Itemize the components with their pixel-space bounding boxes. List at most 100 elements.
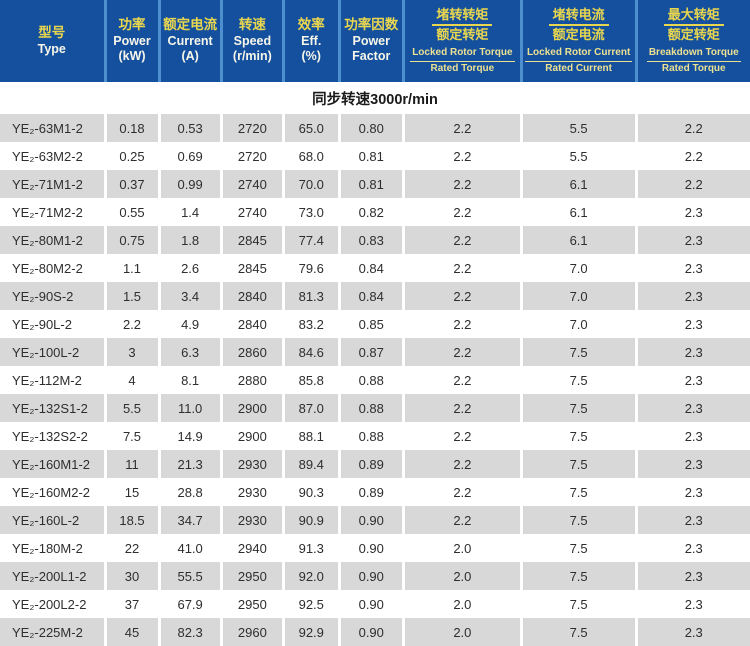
value-cell: 5.5 xyxy=(106,394,161,422)
col-header-speed-en: Speed xyxy=(233,33,272,48)
model-cell: YE₂-63M2-2 xyxy=(0,142,107,170)
value-cell: 7.5 xyxy=(522,450,638,478)
value-cell: 2.2 xyxy=(405,506,523,534)
value-cell: 2930 xyxy=(222,478,285,506)
value-cell: 2.2 xyxy=(405,338,523,366)
value-cell: 2.0 xyxy=(405,618,523,646)
table-row: YE₂-132S2-2 7.5 14.9 2900 88.1 0.88 2.2 7.5 2.3 xyxy=(0,422,750,450)
value-cell: 0.69 xyxy=(160,142,223,170)
value-cell: 2.2 xyxy=(405,478,523,506)
value-cell: 3.4 xyxy=(160,282,223,310)
value-cell: 91.3 xyxy=(285,534,341,562)
value-cell: 7.5 xyxy=(522,534,638,562)
locked-rotor-torque-cn-fraction: 堵转转矩 额定转矩 xyxy=(406,7,519,42)
col-header-power: 功率 Power (kW) xyxy=(106,0,161,82)
value-cell: 2.3 xyxy=(637,310,750,338)
value-cell: 2950 xyxy=(222,562,285,590)
col-header-efficiency-en: Eff. xyxy=(301,33,322,48)
table-row: YE₂-225M-2 45 82.3 2960 92.9 0.90 2.0 7.5 2.3 xyxy=(0,618,750,646)
value-cell: 0.85 xyxy=(340,310,405,338)
locked-rotor-current-cn-fraction: 堵转电流 额定电流 xyxy=(524,7,634,42)
model-cell: YE₂-71M1-2 xyxy=(0,170,107,198)
value-cell: 2960 xyxy=(222,618,285,646)
value-cell: 90.9 xyxy=(285,506,341,534)
table-row: YE₂-160L-2 18.5 34.7 2930 90.9 0.90 2.2 7.5 2.3 xyxy=(0,506,750,534)
value-cell: 1.8 xyxy=(160,226,223,254)
col-header-power-factor-en: Power xyxy=(352,33,390,48)
value-cell: 83.2 xyxy=(285,310,341,338)
model-cell: YE₂-160L-2 xyxy=(0,506,107,534)
value-cell: 77.4 xyxy=(285,226,341,254)
value-cell: 0.25 xyxy=(106,142,161,170)
value-cell: 0.88 xyxy=(340,366,405,394)
value-cell: 30 xyxy=(106,562,161,590)
value-cell: 73.0 xyxy=(285,198,341,226)
value-cell: 2.3 xyxy=(637,618,750,646)
value-cell: 2.3 xyxy=(637,282,750,310)
value-cell: 18.5 xyxy=(106,506,161,534)
col-header-type-cn: 型号 xyxy=(38,24,66,40)
col-header-speed-cn: 转速 xyxy=(238,16,266,32)
value-cell: 2900 xyxy=(222,422,285,450)
value-cell: 2.2 xyxy=(405,422,523,450)
value-cell: 89.4 xyxy=(285,450,341,478)
value-cell: 2.2 xyxy=(405,142,523,170)
value-cell: 2950 xyxy=(222,590,285,618)
value-cell: 70.0 xyxy=(285,170,341,198)
value-cell: 11 xyxy=(106,450,161,478)
value-cell: 34.7 xyxy=(160,506,223,534)
value-cell: 0.37 xyxy=(106,170,161,198)
value-cell: 0.90 xyxy=(340,618,405,646)
col-header-power-factor-unit: Factor xyxy=(352,49,391,64)
value-cell: 6.1 xyxy=(522,170,638,198)
value-cell: 0.90 xyxy=(340,506,405,534)
value-cell: 2.0 xyxy=(405,562,523,590)
value-cell: 1.1 xyxy=(106,254,161,282)
value-cell: 81.3 xyxy=(285,282,341,310)
value-cell: 2845 xyxy=(222,226,285,254)
value-cell: 0.83 xyxy=(340,226,405,254)
value-cell: 2.2 xyxy=(106,310,161,338)
locked-rotor-torque-en-fraction: Locked Rotor Torque Rated Torque xyxy=(410,47,515,74)
header-row: 型号 Type 功率 Power (kW) 额定电流 Current (A) 转… xyxy=(0,0,750,82)
value-cell: 7.5 xyxy=(106,422,161,450)
table-row: YE₂-71M2-2 0.55 1.4 2740 73.0 0.82 2.2 6.1 2.3 xyxy=(0,198,750,226)
breakdown-torque-cn-fraction: 最大转矩 额定转矩 xyxy=(639,7,750,42)
value-cell: 8.1 xyxy=(160,366,223,394)
value-cell: 15 xyxy=(106,478,161,506)
value-cell: 7.5 xyxy=(522,478,638,506)
value-cell: 88.1 xyxy=(285,422,341,450)
value-cell: 0.75 xyxy=(106,226,161,254)
value-cell: 0.88 xyxy=(340,394,405,422)
value-cell: 4 xyxy=(106,366,161,394)
value-cell: 2.3 xyxy=(637,338,750,366)
col-header-speed: 转速 Speed (r/min) xyxy=(222,0,285,82)
value-cell: 1.4 xyxy=(160,198,223,226)
col-header-breakdown-torque: 最大转矩 额定转矩 Breakdown Torque Rated Torque xyxy=(637,0,750,82)
table-row: YE₂-63M1-2 0.18 0.53 2720 65.0 0.80 2.2 5.5 2.2 xyxy=(0,114,750,142)
value-cell: 21.3 xyxy=(160,450,223,478)
value-cell: 7.5 xyxy=(522,338,638,366)
value-cell: 2.3 xyxy=(637,506,750,534)
value-cell: 2.2 xyxy=(405,198,523,226)
col-header-efficiency-unit: (%) xyxy=(301,49,321,64)
col-header-power-factor: 功率因数 Power Factor xyxy=(340,0,405,82)
value-cell: 0.90 xyxy=(340,590,405,618)
table-body: 同步转速3000r/min YE₂-63M1-2 0.18 0.53 2720 65.0… xyxy=(0,82,750,646)
value-cell: 0.53 xyxy=(160,114,223,142)
value-cell: 2.3 xyxy=(637,394,750,422)
value-cell: 2.2 xyxy=(405,366,523,394)
value-cell: 45 xyxy=(106,618,161,646)
value-cell: 2.6 xyxy=(160,254,223,282)
value-cell: 2.2 xyxy=(405,170,523,198)
value-cell: 2.2 xyxy=(405,310,523,338)
value-cell: 0.18 xyxy=(106,114,161,142)
col-header-power-en: Power xyxy=(113,33,151,48)
value-cell: 37 xyxy=(106,590,161,618)
model-cell: YE₂-63M1-2 xyxy=(0,114,107,142)
value-cell: 2930 xyxy=(222,506,285,534)
value-cell: 2.2 xyxy=(405,114,523,142)
model-cell: YE₂-80M1-2 xyxy=(0,226,107,254)
model-cell: YE₂-90L-2 xyxy=(0,310,107,338)
